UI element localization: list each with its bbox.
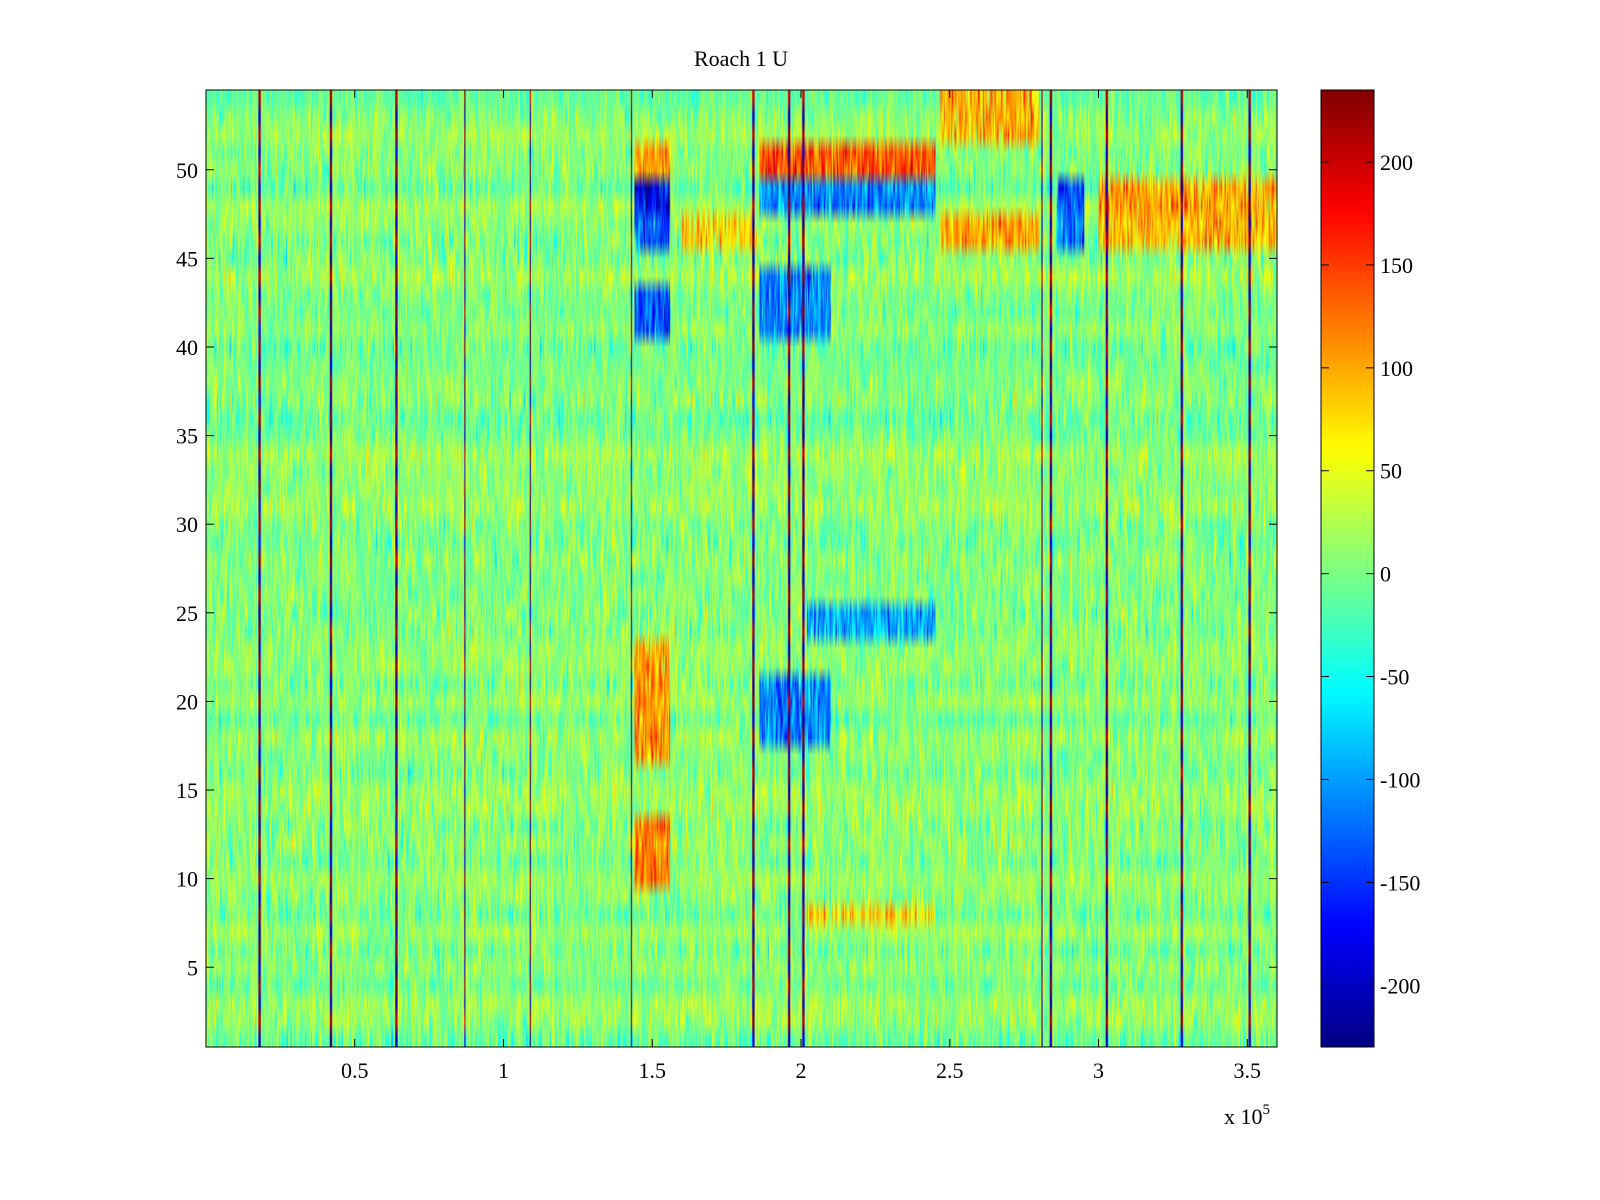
y-tick-label: 25: [176, 601, 198, 626]
colorbar-tick-label: -200: [1380, 973, 1420, 998]
chart-title: Roach 1 U: [694, 46, 788, 71]
y-tick-label: 35: [176, 424, 198, 449]
x-axis-multiplier-exponent: 5: [1263, 1102, 1271, 1118]
y-tick-label: 5: [187, 955, 198, 980]
x-tick-label: 1: [498, 1058, 509, 1083]
x-tick-label: 2.5: [936, 1058, 964, 1083]
colorbar: -200 -150 -100 -50 0 50 100 150 200: [1320, 89, 1420, 1048]
colorbar-tick-label: 150: [1380, 253, 1413, 278]
x-tick-label: 3: [1093, 1058, 1104, 1083]
x-tick-label: 3.5: [1234, 1058, 1262, 1083]
y-tick-label: 15: [176, 778, 198, 803]
y-tick-label: 10: [176, 867, 198, 892]
x-tick-label: 2: [796, 1058, 807, 1083]
x-tick-label: 1.5: [639, 1058, 667, 1083]
x-axis-multiplier-base: x 10: [1224, 1104, 1263, 1129]
x-axis: 0.5 1 1.5 2 2.5 3 3.5: [341, 90, 1261, 1083]
heatmap-image: [206, 90, 1277, 1047]
y-tick-label: 45: [176, 246, 198, 271]
heatmap-plot-area: [205, 89, 1278, 1048]
colorbar-tick-label: -50: [1380, 665, 1409, 690]
colorbar-tick-label: 100: [1380, 356, 1413, 381]
y-tick-label: 20: [176, 689, 198, 714]
colorbar-frame: [1320, 89, 1375, 1048]
colorbar-gradient: [1321, 90, 1374, 1047]
colorbar-tick-label: 50: [1380, 459, 1402, 484]
colorbar-tick-label: 0: [1380, 562, 1391, 587]
y-tick-label: 50: [176, 158, 198, 183]
y-axis: 5 10 15 20 25 30 35 40 45 50: [176, 158, 1277, 980]
colorbar-tick-label: -150: [1380, 870, 1420, 895]
colorbar-tick-label: -100: [1380, 767, 1420, 792]
y-tick-label: 30: [176, 512, 198, 537]
colorbar-tick-label: 200: [1380, 150, 1413, 175]
x-axis-multiplier: x 105: [1224, 1102, 1270, 1129]
plot-frame: [205, 89, 1278, 1048]
x-tick-label: 0.5: [341, 1058, 369, 1083]
y-tick-label: 40: [176, 335, 198, 360]
colorbar-ticks: -200 -150 -100 -50 0 50 100 150 200: [1321, 150, 1420, 998]
